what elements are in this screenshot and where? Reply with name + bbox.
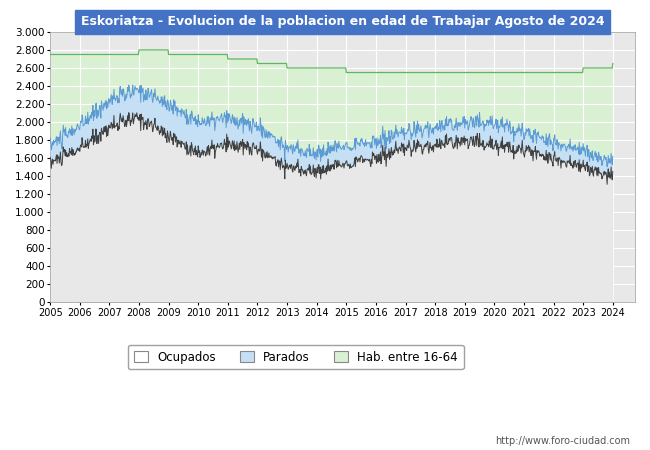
Legend: Ocupados, Parados, Hab. entre 16-64: Ocupados, Parados, Hab. entre 16-64 (128, 345, 463, 369)
Title: Eskoriatza - Evolucion de la poblacion en edad de Trabajar Agosto de 2024: Eskoriatza - Evolucion de la poblacion e… (81, 15, 604, 28)
Text: http://www.foro-ciudad.com: http://www.foro-ciudad.com (495, 436, 630, 446)
